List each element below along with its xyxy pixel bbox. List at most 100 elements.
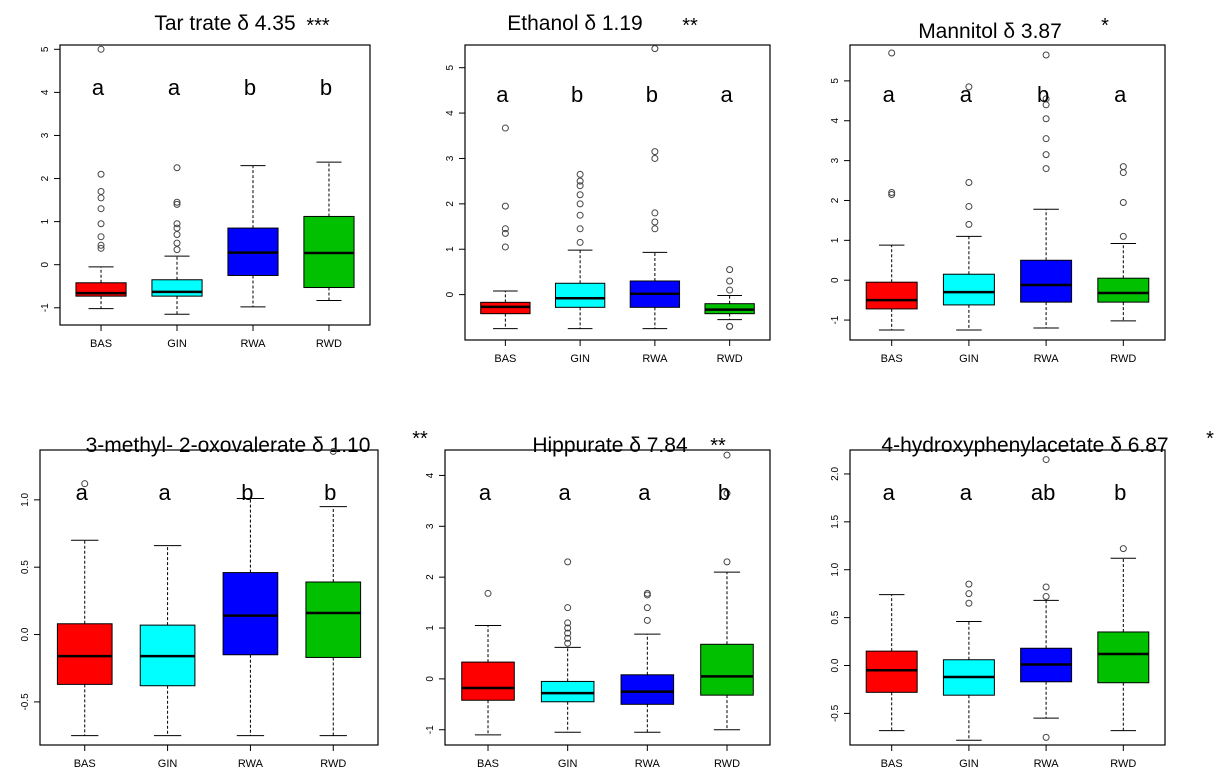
outlier-point xyxy=(726,286,734,294)
group-letter: a xyxy=(638,480,651,505)
group-letter: a xyxy=(168,75,181,100)
group-letter: a xyxy=(883,82,896,107)
outlier-point xyxy=(501,229,509,237)
box-rwd xyxy=(1097,631,1150,684)
box-bas xyxy=(56,623,113,685)
y-tick-label: -1 xyxy=(830,315,841,324)
box-gin xyxy=(942,273,995,306)
x-tick-label-rwa: RWA xyxy=(1034,758,1060,770)
y-tick-label: 2 xyxy=(830,197,841,203)
box-rwd xyxy=(1097,277,1150,303)
outlier-point xyxy=(723,489,731,497)
group-letter: a xyxy=(559,480,572,505)
x-tick-label-rwd: RWD xyxy=(316,338,342,350)
outlier-point xyxy=(651,154,659,162)
outlier-point xyxy=(501,243,509,251)
boxplot-panel-5: Hippurate δ 7.84 ** -1 0 1 2 3 4 BAS a GIN a RWA a RWD… xyxy=(425,434,771,770)
group-letter: a xyxy=(721,82,734,107)
outlier-point xyxy=(723,451,731,459)
panel-title: Tar trate δ 4.35 xyxy=(154,12,295,35)
outlier-point xyxy=(1042,593,1050,601)
y-tick-label: 5 xyxy=(830,78,841,84)
outlier-point xyxy=(1119,169,1127,177)
y-tick-label: 4 xyxy=(425,472,436,478)
boxplot-panel-2: Ethanol δ 1.19 ** 0 1 2 3 4 5 BAS a GIN b RWA b RWD a xyxy=(445,12,771,365)
group-letter: a xyxy=(883,480,896,505)
y-tick-label: 2 xyxy=(425,574,436,580)
group-letter: a xyxy=(1114,82,1127,107)
outlier-point xyxy=(888,49,896,57)
outlier-point xyxy=(97,233,105,241)
outlier-point xyxy=(576,170,584,178)
box-rwa xyxy=(620,674,675,705)
group-letter: b xyxy=(718,480,730,505)
outlier-point xyxy=(965,220,973,228)
y-tick-label: -1 xyxy=(425,725,436,734)
x-tick-label-gin: GIN xyxy=(570,353,590,365)
significance-stars: * xyxy=(1206,428,1214,450)
significance-stars: ** xyxy=(412,428,428,450)
outlier-point xyxy=(1042,95,1050,103)
plot-frame xyxy=(39,449,379,746)
outlier-point xyxy=(97,244,105,252)
y-tick-label: 1.0 xyxy=(20,492,31,506)
plot-frame xyxy=(59,44,371,326)
outlier-point xyxy=(173,231,181,239)
panel-title: Mannitol δ 3.87 xyxy=(918,20,1062,43)
outlier-point xyxy=(1042,51,1050,59)
box-bas xyxy=(461,661,515,701)
plot-frame xyxy=(464,44,771,341)
x-tick-label-rwd: RWD xyxy=(1110,758,1136,770)
outlier-point xyxy=(173,224,181,232)
y-tick-label: 3 xyxy=(40,132,51,138)
x-tick-label-gin: GIN xyxy=(959,758,979,770)
y-tick-label: 5 xyxy=(40,46,51,52)
group-letter: a xyxy=(479,480,492,505)
x-tick-label-bas: BAS xyxy=(477,758,499,770)
group-letter: a xyxy=(960,82,973,107)
y-tick-label: 1 xyxy=(425,625,436,631)
plot-frame xyxy=(849,449,1166,746)
outlier-point xyxy=(965,179,973,187)
outlier-point xyxy=(97,220,105,228)
outlier-point xyxy=(329,447,337,455)
outlier-point xyxy=(173,164,181,172)
x-tick-label-bas: BAS xyxy=(90,338,112,350)
outlier-point xyxy=(651,45,659,53)
x-tick-label-gin: GIN xyxy=(959,353,979,365)
y-tick-label: 4 xyxy=(445,110,456,116)
outlier-point xyxy=(564,624,572,632)
x-tick-label-rwa: RWA xyxy=(238,758,264,770)
y-tick-label: -0.5 xyxy=(830,704,841,722)
group-letter: ab xyxy=(1031,480,1055,505)
outlier-point xyxy=(965,590,973,598)
outlier-point xyxy=(564,639,572,647)
outlier-point xyxy=(173,200,181,208)
plot-frame xyxy=(444,449,771,746)
box-gin xyxy=(554,282,606,308)
box-rwd xyxy=(700,643,754,696)
outlier-point xyxy=(501,225,509,233)
outlier-point xyxy=(97,241,105,249)
group-letter: b xyxy=(320,75,332,100)
y-tick-label: 3 xyxy=(830,157,841,163)
outlier-point xyxy=(564,629,572,637)
group-letter: a xyxy=(960,480,973,505)
y-tick-label: 0.5 xyxy=(830,610,841,624)
y-tick-label: 3 xyxy=(425,523,436,529)
outlier-point xyxy=(173,239,181,247)
outlier-point xyxy=(97,170,105,178)
group-letter: b xyxy=(1114,480,1126,505)
outlier-point xyxy=(1119,232,1127,240)
outlier-point xyxy=(576,225,584,233)
y-tick-label: 2.0 xyxy=(830,467,841,481)
outlier-point xyxy=(723,558,731,566)
outlier-point xyxy=(651,225,659,233)
box-bas xyxy=(865,650,918,693)
panel-title: 3-methyl- 2-oxovalerate δ 1.10 xyxy=(86,434,371,457)
group-letter: b xyxy=(646,82,658,107)
significance-stars: ** xyxy=(710,435,726,457)
y-tick-label: 1 xyxy=(445,246,456,252)
outlier-point xyxy=(97,187,105,195)
